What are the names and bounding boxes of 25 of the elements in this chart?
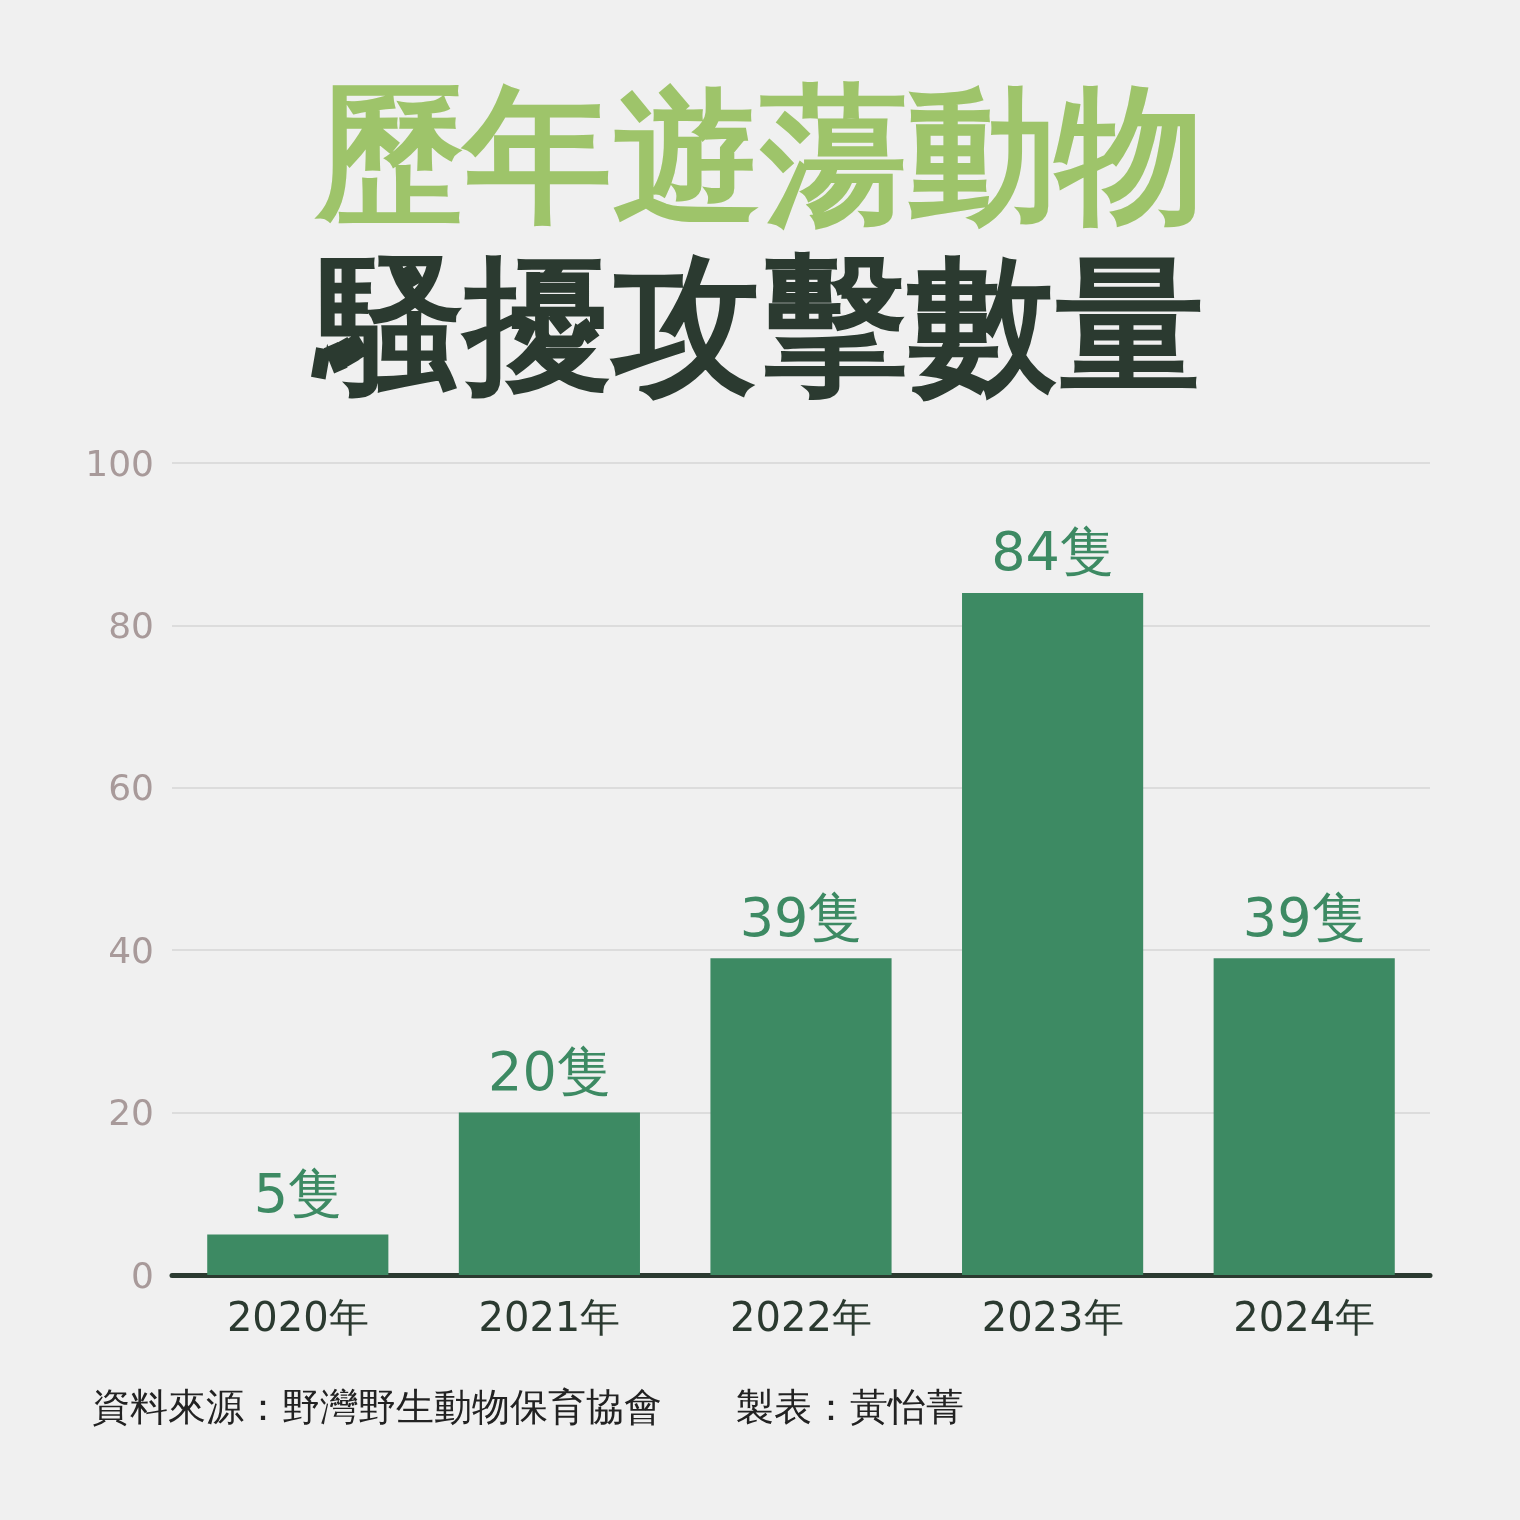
x-tick-label: 2020年	[226, 1294, 369, 1340]
x-tick-label: 2021年	[478, 1294, 621, 1340]
data-label: 39隻	[739, 885, 863, 949]
data-label: 84隻	[991, 520, 1114, 584]
y-tick-label: 40	[108, 929, 154, 971]
data-label: 39隻	[1242, 885, 1366, 949]
text: 製表：黃怡菁	[736, 1385, 964, 1429]
x-tick-label: 2023年	[981, 1294, 1124, 1340]
y-tick-label: 0	[131, 1254, 154, 1296]
data-label: 20隻	[488, 1040, 611, 1104]
chart-subtitle: 騷擾攻擊數量	[311, 239, 1204, 411]
chart-title: 歷年遊蕩動物	[314, 69, 1204, 241]
bar	[1213, 958, 1395, 1275]
y-tick-label: 100	[85, 442, 154, 484]
bar	[458, 1112, 640, 1275]
bar	[962, 592, 1144, 1275]
x-tick-label: 2024年	[1233, 1294, 1376, 1340]
bar	[710, 958, 892, 1275]
y-tick-label: 20	[108, 1092, 154, 1134]
data-label: 5隻	[253, 1161, 342, 1225]
y-tick-label: 60	[108, 767, 154, 809]
x-tick-label: 2022年	[730, 1294, 872, 1340]
y-tick-label: 80	[108, 604, 154, 646]
source-note: 資料來源：野灣野生動物保育協會	[92, 1385, 662, 1429]
bar	[207, 1234, 389, 1275]
